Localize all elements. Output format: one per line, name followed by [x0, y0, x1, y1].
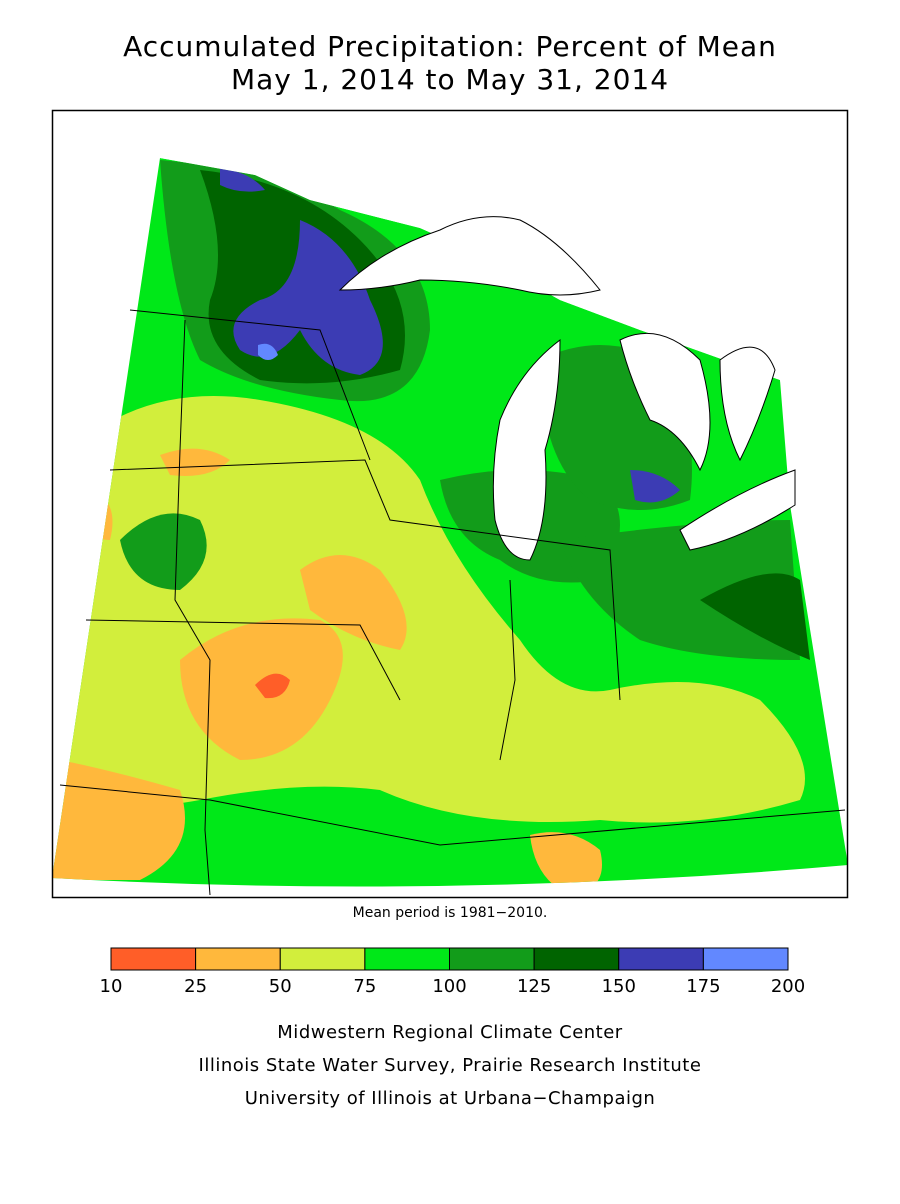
legend-tick-label: 200	[771, 976, 805, 997]
footer-line: Midwestern Regional Climate Center	[277, 1022, 623, 1043]
field-zone	[80, 490, 113, 540]
legend-swatch	[618, 947, 704, 971]
map-frame	[51, 109, 849, 899]
mean-period-note: Mean period is 1981−2010.	[353, 905, 548, 921]
field-zone	[530, 832, 602, 887]
field-zone	[255, 673, 290, 699]
field-zone	[220, 168, 265, 192]
legend-swatch	[449, 947, 535, 971]
field-zone	[52, 760, 185, 880]
field-zone	[233, 220, 383, 375]
field-zone	[120, 513, 207, 590]
field-zone	[258, 343, 278, 360]
field-zone	[700, 573, 810, 660]
legend-tick-label: 25	[184, 976, 207, 997]
field-zone	[160, 448, 230, 476]
legend-swatch	[110, 947, 197, 971]
legend-tick-label: 75	[353, 976, 376, 997]
legend-swatch	[533, 947, 620, 971]
field-zone	[630, 470, 680, 503]
borders	[59, 309, 846, 896]
color-legend: 10 25 50 75 100 125 150 175 200	[100, 947, 805, 997]
footer-line: Illinois State Water Survey, Prairie Res…	[199, 1055, 702, 1076]
subtitle: May 1, 2014 to May 31, 2014	[231, 63, 669, 96]
legend-swatch	[195, 947, 281, 971]
legend-tick-label: 100	[432, 976, 466, 997]
legend-swatch	[279, 947, 366, 971]
footer-line: University of Illinois at Urbana−Champai…	[245, 1088, 656, 1109]
legend-swatch	[702, 947, 789, 971]
legend-tick-label: 10	[100, 976, 123, 997]
field-zone	[300, 555, 407, 650]
legend-tick-label: 150	[602, 976, 636, 997]
legend-tick-label: 175	[686, 976, 720, 997]
legend-tick-label: 50	[269, 976, 292, 997]
title: Accumulated Precipitation: Percent of Me…	[123, 30, 777, 63]
legend-tick-label: 125	[517, 976, 551, 997]
lakes-and-outside	[53, 111, 847, 561]
legend-swatch	[364, 947, 450, 971]
